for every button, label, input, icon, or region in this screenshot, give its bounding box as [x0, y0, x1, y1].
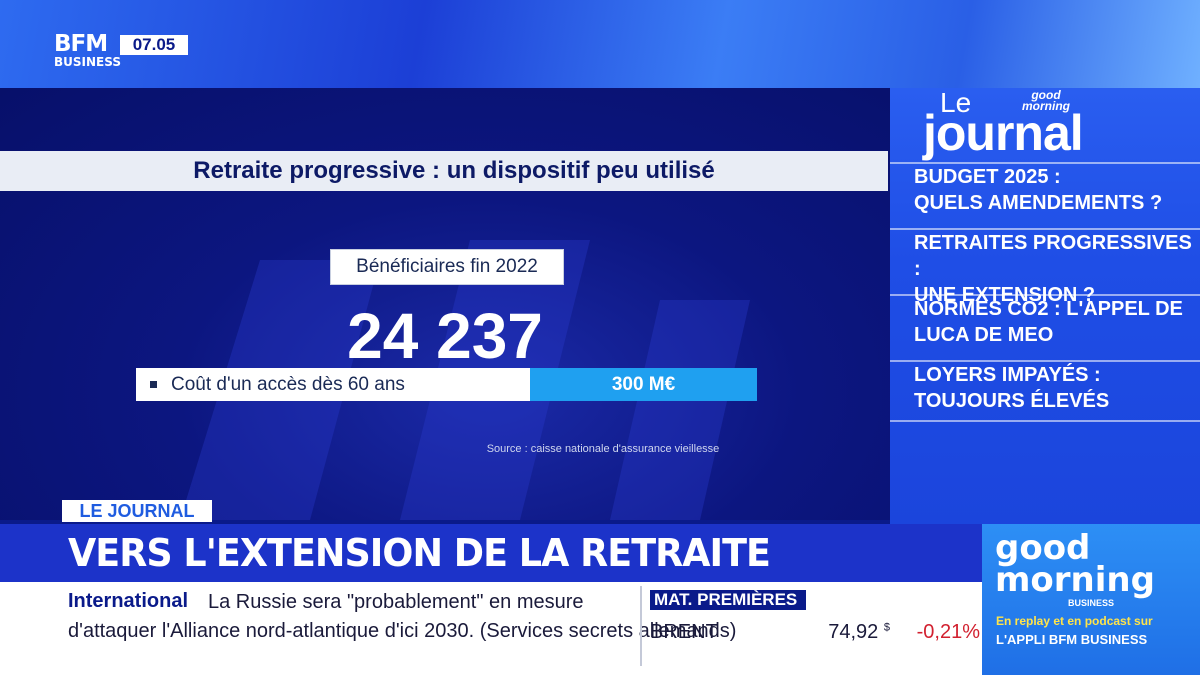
headline-line1: RETRAITES PROGRESSIVES :: [914, 232, 1192, 280]
source-note: Source : caisse nationale d'assurance vi…: [486, 443, 720, 455]
commodity-price: 74,92: [828, 621, 879, 643]
ticker-line2: d'attaquer l'Alliance nord-atlantique d'…: [68, 620, 737, 642]
good-morning-promo: [982, 524, 1200, 675]
show-tag: LE JOURNAL: [62, 500, 212, 522]
headline-line2: LUCA DE MEO: [914, 324, 1054, 346]
cost-label: Coût d'un accès dès 60 ans: [171, 374, 405, 395]
brand-journal: journal: [923, 105, 1084, 161]
bullet-icon: [150, 381, 157, 389]
brand-le: Le: [940, 87, 972, 118]
news-ticker: [0, 582, 982, 675]
top-background: [0, 0, 1200, 88]
headline-line2: TOUJOURS ÉLEVÉS: [914, 390, 1110, 412]
commodity-change: -0,21%: [916, 621, 980, 643]
ticker-line1: La Russie sera "probablement" en mesure: [208, 591, 584, 613]
promo-line2: L'APPLI BFM BUSINESS: [996, 632, 1148, 647]
journal-side-panel: [890, 88, 1200, 524]
logo-business: BUSINESS: [54, 55, 121, 69]
cost-label-box: Coût d'un accès dès 60 ans: [136, 368, 530, 401]
gm-word1: good: [995, 528, 1091, 568]
headline-item[interactable]: NORMES CO2 : L'APPEL DE LUCA DE MEO: [890, 294, 1200, 348]
logo-bfm: BFM: [54, 31, 108, 57]
ticker-divider: [640, 586, 642, 666]
headline-item[interactable]: RETRAITES PROGRESSIVES : UNE EXTENSION ?: [890, 228, 1200, 308]
cost-value: 300 M€: [530, 368, 757, 401]
graphic-title: Retraite progressive : un dispositif peu…: [193, 157, 715, 184]
beneficiaries-value: 24 237: [347, 300, 543, 372]
price-unit: $: [883, 621, 890, 634]
headline-line2: QUELS AMENDEMENTS ?: [914, 192, 1163, 214]
gm-word2: morning: [995, 560, 1155, 600]
headline-line1: BUDGET 2025 :: [914, 166, 1061, 188]
graphic-title-bar: Retraite progressive : un dispositif peu…: [0, 151, 888, 191]
gm-small-bottom: morning: [1022, 99, 1070, 113]
clock: 07.05: [120, 35, 188, 55]
headline-line1: LOYERS IMPAYÉS :: [914, 364, 1101, 386]
commodity-name: BRENT: [650, 621, 718, 643]
bfm-business-logo: BFM BUSINESS: [54, 31, 121, 70]
commodity-price-box: 74,92 $: [810, 621, 890, 644]
good-morning-logo: good morning: [995, 528, 1155, 600]
gm-small-top: good: [1031, 88, 1061, 102]
promo-line1: En replay et en podcast sur: [996, 614, 1153, 628]
headline-item[interactable]: LOYERS IMPAYÉS : TOUJOURS ÉLEVÉS: [890, 360, 1200, 422]
good-morning-small-logo: good morning: [1022, 88, 1070, 113]
beneficiaries-label: Bénéficiaires fin 2022: [330, 249, 564, 285]
ticker-category: International: [68, 590, 189, 612]
headline-line1: NORMES CO2 : L'APPEL DE: [914, 298, 1183, 320]
headline-item[interactable]: BUDGET 2025 : QUELS AMENDEMENTS ?: [890, 162, 1200, 216]
gm-business: BUSINESS: [1068, 598, 1115, 608]
headline-banner: VERS L'EXTENSION DE LA RETRAITE PROGRESS…: [0, 524, 982, 621]
markets-tag: MAT. PREMIÈRES: [650, 590, 806, 610]
